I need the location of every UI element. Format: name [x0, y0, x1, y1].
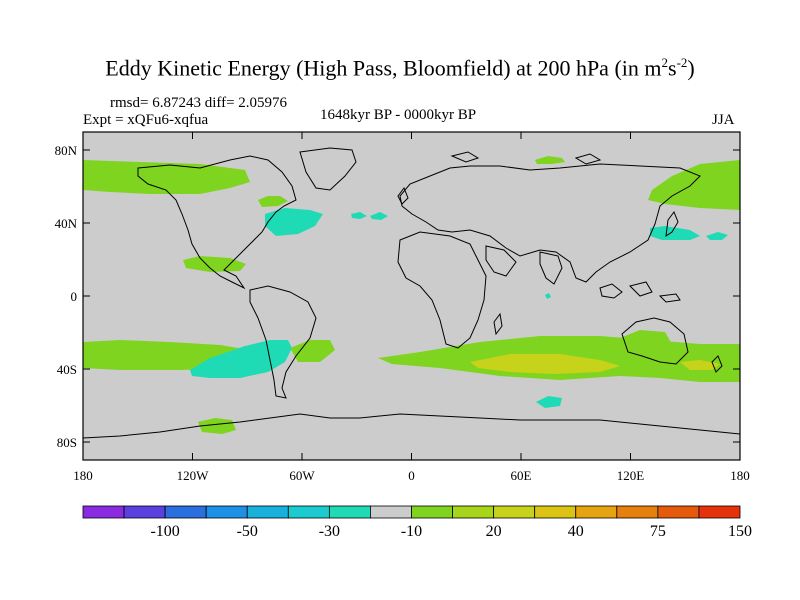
colorbar-label: -30 — [319, 523, 340, 540]
colorbar-swatch — [534, 505, 577, 519]
colorbar-label: 150 — [728, 523, 752, 540]
region-equatorial-dot — [545, 293, 551, 299]
region-north-atlantic-small — [351, 212, 367, 219]
region-north-pacific-west — [83, 160, 250, 194]
colorbar-label: -10 — [401, 523, 422, 540]
x-tick-marks — [82, 132, 741, 460]
region-tasman-core — [680, 360, 720, 370]
colorbar-swatch — [657, 505, 700, 519]
colorbar-swatch — [616, 505, 659, 519]
x-tick-label: 120W — [177, 468, 210, 483]
y-tick-label: 40S — [57, 362, 77, 377]
colorbar-swatch — [452, 505, 495, 519]
x-tick-label: 60E — [511, 468, 532, 483]
colorbar-swatch — [123, 505, 166, 519]
region-north-pacific-cyan — [706, 232, 728, 240]
y-tick-label: 80S — [57, 435, 77, 450]
colorbar-swatch — [164, 505, 207, 519]
colorbar-swatch — [493, 505, 536, 519]
period-label: 1648kyr BP - 0000kyr BP — [320, 107, 477, 123]
season-label: JJA — [712, 112, 735, 128]
colorbar-label: -50 — [237, 523, 258, 540]
x-tick-label: 180 — [73, 468, 93, 483]
coastlines — [83, 147, 740, 439]
chart-title: Eddy Kinetic Energy (High Pass, Bloomfie… — [105, 55, 695, 81]
colorbar-swatch — [328, 505, 371, 519]
colorbar — [82, 505, 741, 519]
colorbar-swatch — [82, 505, 125, 519]
colorbar-swatch — [575, 505, 618, 519]
colorbar-label: 75 — [650, 523, 666, 540]
colorbar-swatch — [287, 505, 330, 519]
x-tick-label: 0 — [408, 468, 415, 483]
colorbar-swatch — [370, 505, 412, 519]
y-tick-marks — [83, 149, 740, 443]
rmsd-diff-label: rmsd= 6.87243 diff= 2.05976 — [110, 95, 288, 111]
region-japan-east — [650, 226, 700, 240]
x-tick-label: 120E — [617, 468, 645, 483]
region-north-atlantic-small2 — [370, 212, 388, 220]
colorbar-swatch — [411, 505, 453, 519]
region-north-atlantic-east — [265, 208, 323, 236]
x-tick-label: 60W — [289, 468, 315, 483]
region-south-pacific-lower — [198, 418, 236, 434]
region-east-pacific-tropical — [183, 256, 246, 272]
region-arctic-patch — [535, 156, 565, 164]
y-tick-label: 40N — [55, 216, 78, 231]
region-south-atlantic — [290, 340, 335, 362]
x-tick-label: 180 — [730, 468, 750, 483]
colorbar-swatch — [205, 505, 248, 519]
colorbar-label: 20 — [486, 523, 502, 540]
region-australia-south — [620, 330, 672, 352]
colorbar-swatch — [698, 505, 741, 519]
colorbar-label: 40 — [568, 523, 584, 540]
region-north-atlantic-north — [258, 196, 288, 207]
region-south-pacific-east — [190, 340, 292, 378]
experiment-label: Expt = xQFu6-xqfua — [83, 112, 209, 128]
region-north-pacific-east — [648, 160, 740, 210]
region-southern-ocean-cyan — [536, 396, 562, 408]
y-tick-label: 80N — [55, 143, 78, 158]
colorbar-label: -100 — [150, 523, 179, 540]
y-tick-label: 0 — [71, 289, 78, 304]
region-southern-indian-core — [470, 354, 620, 374]
colorbar-swatch — [246, 505, 289, 519]
